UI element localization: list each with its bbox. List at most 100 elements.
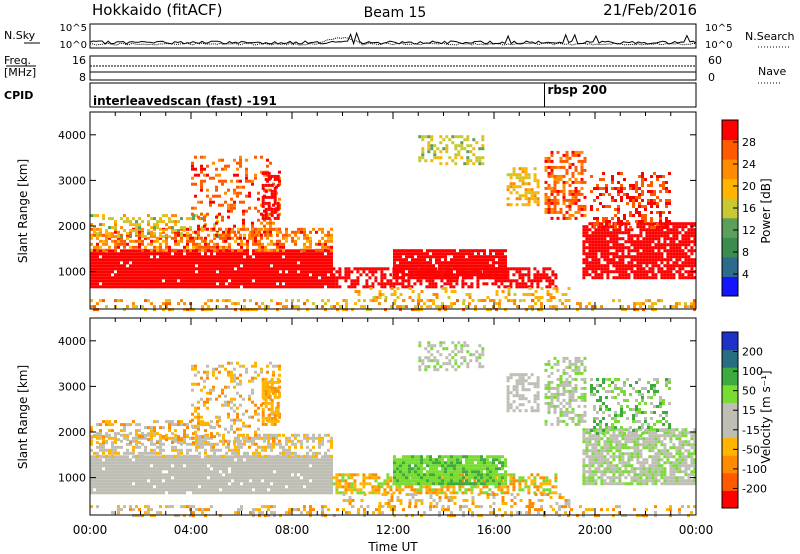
heatmap-cell — [627, 231, 631, 235]
heatmap-cell — [632, 184, 635, 187]
heatmap-cell — [252, 239, 255, 243]
heatmap-cell — [393, 249, 396, 253]
heatmap-cell — [426, 249, 429, 253]
heatmap-cell — [180, 470, 183, 474]
heatmap-cell — [105, 482, 108, 486]
heatmap-cell — [669, 267, 673, 271]
heatmap-cell — [132, 485, 135, 489]
heatmap-cell — [210, 464, 213, 468]
heatmap-cell — [114, 491, 117, 495]
heatmap-cell — [565, 216, 569, 220]
heatmap-cell — [216, 279, 219, 283]
heatmap-cell — [629, 199, 632, 202]
heatmap-cell — [567, 299, 571, 302]
heatmap-cell — [279, 267, 282, 271]
heatmap-cell — [509, 191, 513, 195]
heatmap-cell — [159, 261, 162, 265]
heatmap-cell — [99, 491, 102, 495]
heatmap-cell — [590, 208, 593, 211]
heatmap-cell — [495, 261, 498, 265]
heatmap-cell — [222, 230, 225, 234]
heatmap-cell — [225, 299, 228, 303]
heatmap-cell — [99, 230, 102, 234]
heatmap-cell — [395, 282, 399, 286]
heatmap-cell — [306, 488, 309, 492]
heatmap-cell — [126, 455, 129, 459]
heatmap-cell — [114, 455, 117, 459]
heatmap-cell — [216, 479, 219, 483]
heatmap-cell — [291, 461, 294, 465]
heatmap-cell — [635, 220, 638, 223]
heatmap-cell — [366, 308, 369, 312]
heatmap-cell — [565, 153, 569, 157]
heatmap-cell — [252, 261, 255, 265]
heatmap-cell — [468, 293, 472, 296]
heatmap-cell — [420, 255, 423, 259]
heatmap-cell — [593, 217, 596, 220]
heatmap-cell — [597, 240, 601, 244]
heatmap-cell — [399, 258, 402, 262]
heatmap-cell — [126, 485, 129, 489]
heatmap-cell — [362, 267, 366, 271]
heatmap-cell — [153, 217, 156, 221]
heatmap-cell — [453, 252, 456, 256]
heatmap-cell — [626, 196, 629, 199]
heatmap-cell — [338, 276, 342, 280]
heatmap-cell — [411, 249, 414, 253]
heatmap-cell — [630, 270, 634, 274]
heatmap-cell — [252, 285, 255, 289]
heatmap-cell — [150, 252, 153, 256]
heatmap-cell — [255, 467, 258, 471]
heatmap-cell — [90, 458, 93, 462]
heatmap-cell — [588, 246, 592, 250]
heatmap-cell — [240, 282, 243, 286]
heatmap-cell — [207, 473, 210, 477]
heatmap-cell — [297, 476, 300, 480]
heatmap-cell — [504, 261, 507, 265]
heatmap-cell — [213, 258, 216, 262]
heatmap-cell — [596, 217, 599, 220]
heatmap-cell — [439, 150, 443, 154]
heatmap-cell — [460, 135, 464, 139]
heatmap-cell — [278, 227, 281, 231]
heatmap-cell — [663, 231, 667, 235]
heatmap-cell — [684, 246, 688, 250]
heatmap-cell — [372, 299, 375, 303]
heatmap-cell — [243, 227, 246, 231]
heatmap-cell — [441, 287, 445, 290]
heatmap-cell — [234, 249, 237, 253]
heatmap-cell — [117, 458, 120, 462]
heatmap-cell — [315, 264, 318, 268]
heatmap-cell — [645, 231, 649, 235]
heatmap-cell — [477, 249, 480, 253]
heatmap-cell — [96, 467, 99, 471]
heatmap-cell — [234, 479, 237, 483]
heatmap-cell — [141, 239, 144, 243]
heatmap-cell — [198, 248, 201, 252]
heatmap-cell — [197, 173, 200, 177]
heatmap-cell — [123, 239, 126, 243]
heatmap-cell — [114, 464, 117, 468]
heatmap-cell — [255, 482, 258, 486]
heatmap-cell — [192, 279, 195, 283]
heatmap-cell — [544, 192, 548, 196]
heatmap-cell — [324, 482, 327, 486]
heatmap-cell — [611, 178, 614, 181]
heatmap-cell — [282, 470, 285, 474]
heatmap-cell — [165, 223, 168, 227]
heatmap-cell — [537, 299, 540, 303]
heatmap-cell — [654, 308, 657, 312]
heatmap-cell — [183, 261, 186, 265]
heatmap-cell — [605, 217, 608, 220]
nsky-tick-low: 10^0 — [60, 40, 87, 51]
heatmap-cell — [690, 305, 693, 309]
heatmap-cell — [228, 258, 231, 262]
heatmap-cell — [571, 174, 575, 178]
heatmap-cell — [654, 252, 658, 256]
heatmap-cell — [297, 482, 300, 486]
heatmap-cell — [195, 482, 198, 486]
heatmap-cell — [429, 299, 432, 303]
heatmap-cell — [225, 276, 228, 280]
heatmap-cell — [285, 273, 288, 277]
heatmap-cell — [132, 245, 135, 249]
